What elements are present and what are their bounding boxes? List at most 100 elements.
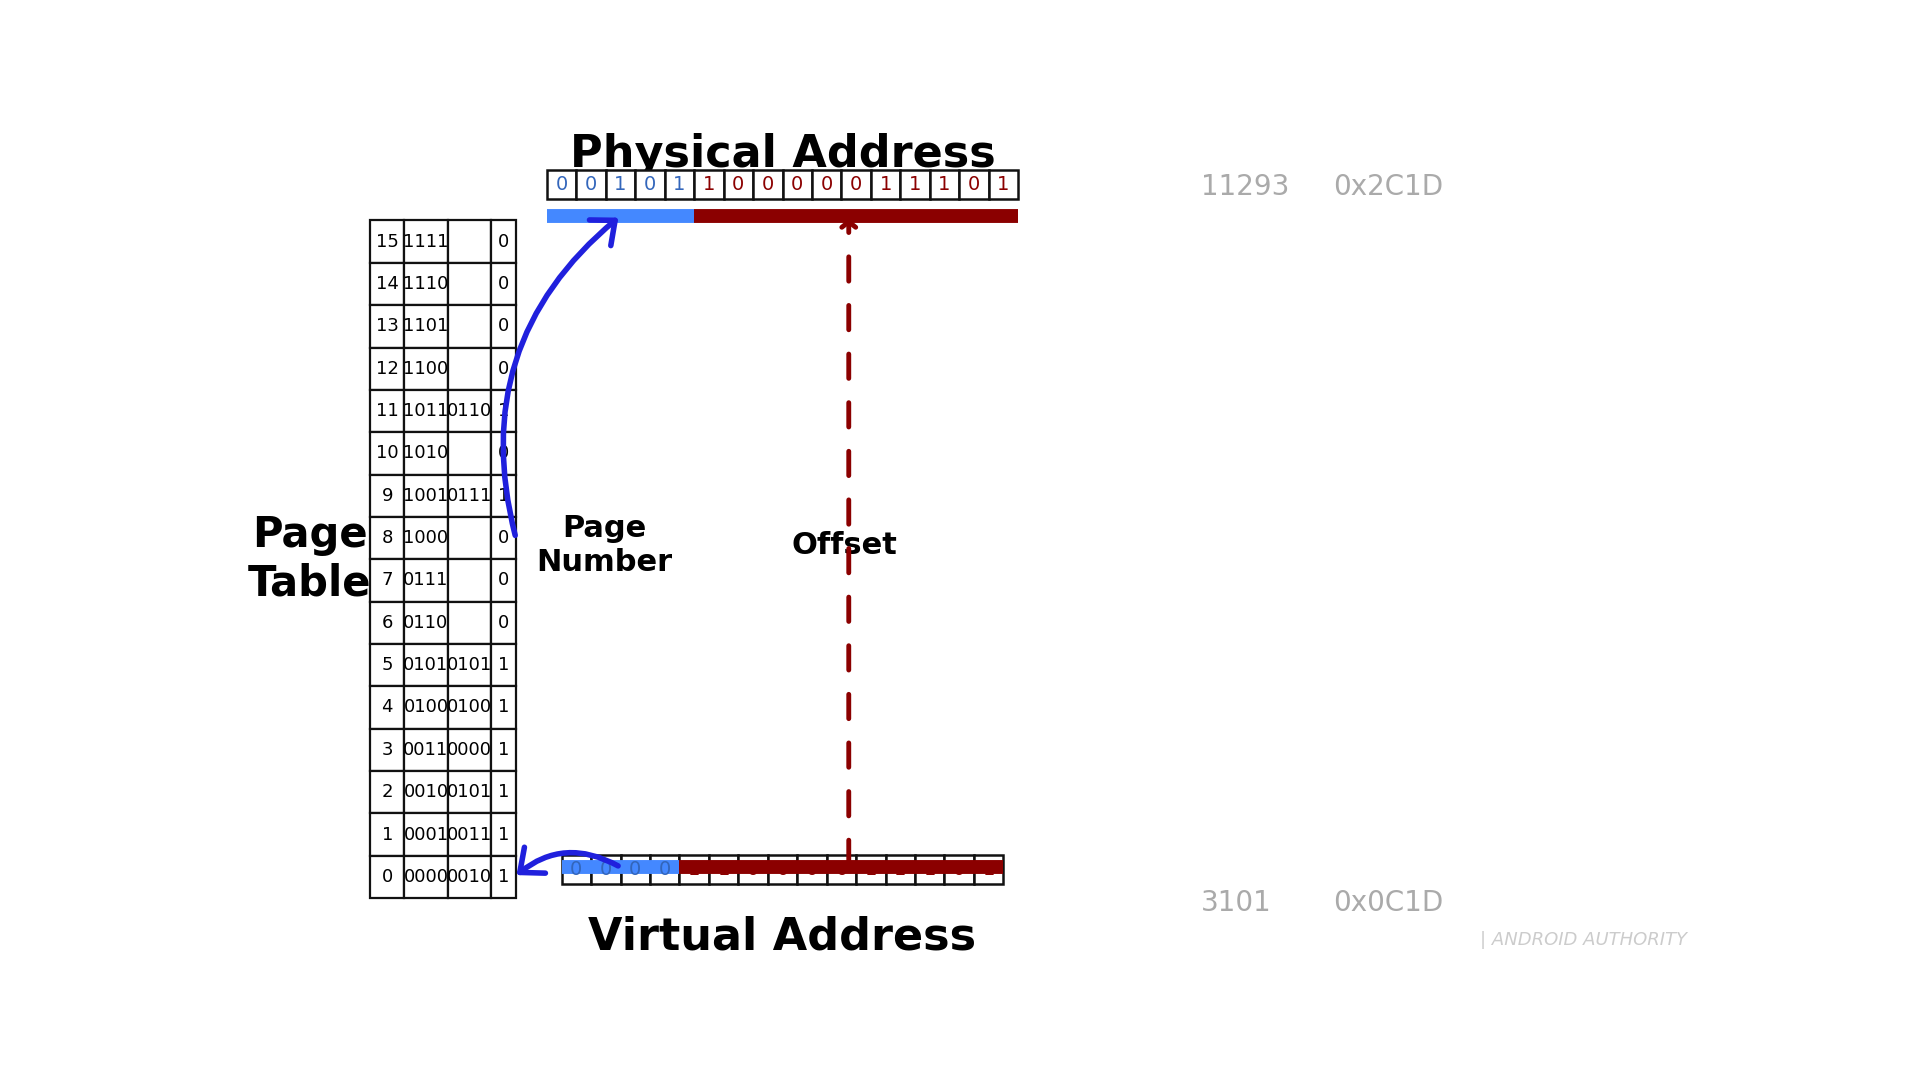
Bar: [636, 170, 664, 199]
Text: 1: 1: [674, 175, 685, 193]
Bar: [607, 170, 636, 199]
Text: | ANDROID AUTHORITY: | ANDROID AUTHORITY: [1480, 931, 1688, 948]
Text: Offset: Offset: [791, 531, 897, 559]
Text: 1: 1: [497, 657, 509, 674]
Bar: [960, 170, 989, 199]
Bar: [405, 729, 447, 771]
Bar: [371, 644, 405, 686]
Text: 0: 0: [497, 613, 509, 632]
Text: 0: 0: [851, 175, 862, 193]
Bar: [753, 170, 783, 199]
Bar: [547, 170, 576, 199]
Bar: [371, 686, 405, 729]
Bar: [563, 855, 591, 885]
Text: 0x0C1D: 0x0C1D: [1332, 890, 1444, 917]
Text: 1: 1: [497, 783, 509, 801]
Text: 1: 1: [996, 175, 1010, 193]
Bar: [812, 170, 841, 199]
Bar: [492, 813, 516, 855]
Bar: [371, 262, 405, 306]
Bar: [929, 170, 960, 199]
Bar: [447, 262, 492, 306]
Text: 8: 8: [382, 529, 394, 548]
Text: 3: 3: [382, 741, 394, 759]
Text: 1: 1: [382, 825, 394, 843]
Bar: [371, 559, 405, 602]
Text: 0: 0: [497, 275, 509, 293]
Text: 0010: 0010: [403, 783, 449, 801]
Bar: [447, 390, 492, 432]
Text: 0: 0: [497, 444, 509, 462]
Bar: [405, 559, 447, 602]
Text: 0101: 0101: [403, 657, 449, 674]
Text: 0: 0: [599, 860, 612, 879]
Text: 0: 0: [382, 868, 394, 886]
Text: 1: 1: [497, 868, 509, 886]
Bar: [405, 686, 447, 729]
Bar: [405, 602, 447, 644]
Bar: [405, 220, 447, 262]
Text: 1: 1: [497, 699, 509, 716]
Text: 0: 0: [820, 175, 833, 193]
Bar: [797, 855, 828, 885]
Text: 0: 0: [497, 232, 509, 251]
Bar: [492, 686, 516, 729]
FancyArrowPatch shape: [520, 847, 618, 873]
Bar: [724, 170, 753, 199]
Text: 15: 15: [376, 232, 399, 251]
Text: 0: 0: [806, 860, 818, 879]
Bar: [447, 474, 492, 517]
Bar: [492, 644, 516, 686]
Bar: [447, 771, 492, 813]
Text: 1: 1: [614, 175, 626, 193]
Bar: [768, 855, 797, 885]
Text: 0: 0: [630, 860, 641, 879]
Bar: [492, 390, 516, 432]
Text: 0: 0: [968, 175, 979, 193]
Text: 0000: 0000: [403, 868, 449, 886]
Text: 1000: 1000: [403, 529, 449, 548]
Text: 1: 1: [895, 860, 906, 879]
Text: Page
Table: Page Table: [248, 514, 371, 605]
Text: 3101: 3101: [1202, 890, 1271, 917]
Bar: [708, 855, 739, 885]
Bar: [371, 813, 405, 855]
Text: 5: 5: [382, 657, 394, 674]
Bar: [856, 855, 885, 885]
Bar: [447, 220, 492, 262]
Text: 13: 13: [376, 318, 399, 335]
Bar: [989, 170, 1018, 199]
Text: 1: 1: [497, 825, 509, 843]
Bar: [828, 855, 856, 885]
Bar: [492, 262, 516, 306]
Text: 0: 0: [791, 175, 803, 193]
Text: 0: 0: [555, 175, 568, 193]
Text: 1101: 1101: [403, 318, 449, 335]
Text: 0x2C1D: 0x2C1D: [1332, 174, 1442, 201]
Text: 1: 1: [497, 741, 509, 759]
Text: 0110: 0110: [403, 613, 449, 632]
Text: 9: 9: [382, 487, 394, 504]
Bar: [695, 170, 724, 199]
Text: 6: 6: [382, 613, 394, 632]
Bar: [405, 474, 447, 517]
Bar: [405, 517, 447, 559]
Bar: [371, 729, 405, 771]
Bar: [371, 517, 405, 559]
Text: 0: 0: [497, 318, 509, 335]
Bar: [492, 771, 516, 813]
Bar: [371, 855, 405, 899]
Bar: [492, 348, 516, 390]
Text: 11: 11: [376, 402, 399, 420]
Text: 1010: 1010: [403, 444, 449, 462]
Bar: [916, 855, 945, 885]
Bar: [405, 306, 447, 348]
Text: 1: 1: [879, 175, 891, 193]
Bar: [680, 855, 708, 885]
Text: 0101: 0101: [447, 657, 492, 674]
Text: 4: 4: [382, 699, 394, 716]
Bar: [492, 855, 516, 899]
Text: 0: 0: [643, 175, 657, 193]
Text: 1: 1: [983, 860, 995, 879]
Text: 1100: 1100: [403, 360, 449, 378]
